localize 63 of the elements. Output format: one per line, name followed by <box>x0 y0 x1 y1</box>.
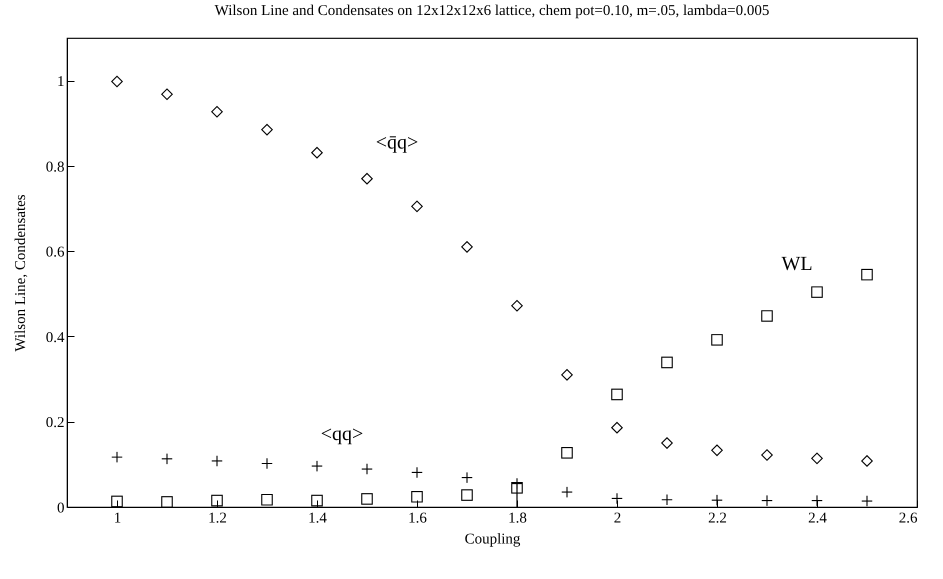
x-tick-label: 1.4 <box>308 510 328 526</box>
x-tick-label: 2.4 <box>808 510 828 526</box>
point <box>461 489 473 501</box>
y-tick-label: 0.2 <box>46 415 64 432</box>
point <box>861 495 873 507</box>
point <box>411 200 423 212</box>
x-tick-label: 1.8 <box>508 510 527 526</box>
point <box>461 241 473 253</box>
point <box>311 494 323 506</box>
point <box>611 422 623 434</box>
y-tick-label: 0.4 <box>46 330 65 346</box>
point <box>161 88 173 100</box>
series-label: <q̄q> <box>376 132 418 154</box>
point <box>561 486 573 498</box>
chart-title: Wilson Line and Condensates on 12x12x12x6 lattice, chem pot=0.10, m=.05, lambda=0.005 <box>214 3 770 19</box>
point <box>111 496 123 508</box>
point <box>761 449 773 461</box>
y-tick-label: 0.6 <box>46 244 65 261</box>
point <box>811 452 823 464</box>
point <box>411 490 423 503</box>
point <box>311 146 323 158</box>
point <box>561 369 573 381</box>
point <box>361 172 373 184</box>
point <box>661 437 673 449</box>
point <box>861 268 873 280</box>
point <box>211 455 223 467</box>
point <box>411 466 423 478</box>
point <box>761 310 773 322</box>
point <box>711 334 723 346</box>
x-tick-label: 2.2 <box>708 510 727 526</box>
point <box>211 494 223 506</box>
x-tick-label: 2.6 <box>898 510 918 526</box>
point <box>461 472 473 484</box>
x-tick-label: 1 <box>114 510 122 526</box>
point <box>311 460 323 472</box>
y-tick-label: 0 <box>57 500 64 516</box>
point <box>611 388 623 400</box>
x-tick-label: 1.2 <box>208 510 227 526</box>
point <box>711 444 723 456</box>
point <box>561 447 573 459</box>
x-tick-label: 2 <box>614 510 622 526</box>
x-axis-title: Coupling <box>464 532 521 548</box>
point <box>661 356 673 368</box>
point <box>511 300 523 312</box>
point <box>261 124 273 136</box>
point <box>861 455 873 467</box>
point <box>761 494 773 506</box>
point <box>161 453 173 465</box>
point <box>361 493 373 505</box>
point <box>111 76 123 88</box>
point <box>511 482 523 494</box>
y-tick-label: 0.8 <box>46 159 64 176</box>
y-tick-label: 1 <box>57 74 64 90</box>
point <box>211 106 223 118</box>
series-label: <qq> <box>320 423 364 446</box>
point <box>361 463 373 475</box>
y-axis-title: Wilson Line, Condensates <box>12 194 29 352</box>
x-tick-label: 1.6 <box>408 510 428 526</box>
point <box>111 451 123 463</box>
point <box>811 286 823 298</box>
point <box>261 494 273 506</box>
series-label: WL <box>781 252 813 275</box>
point <box>161 496 173 508</box>
